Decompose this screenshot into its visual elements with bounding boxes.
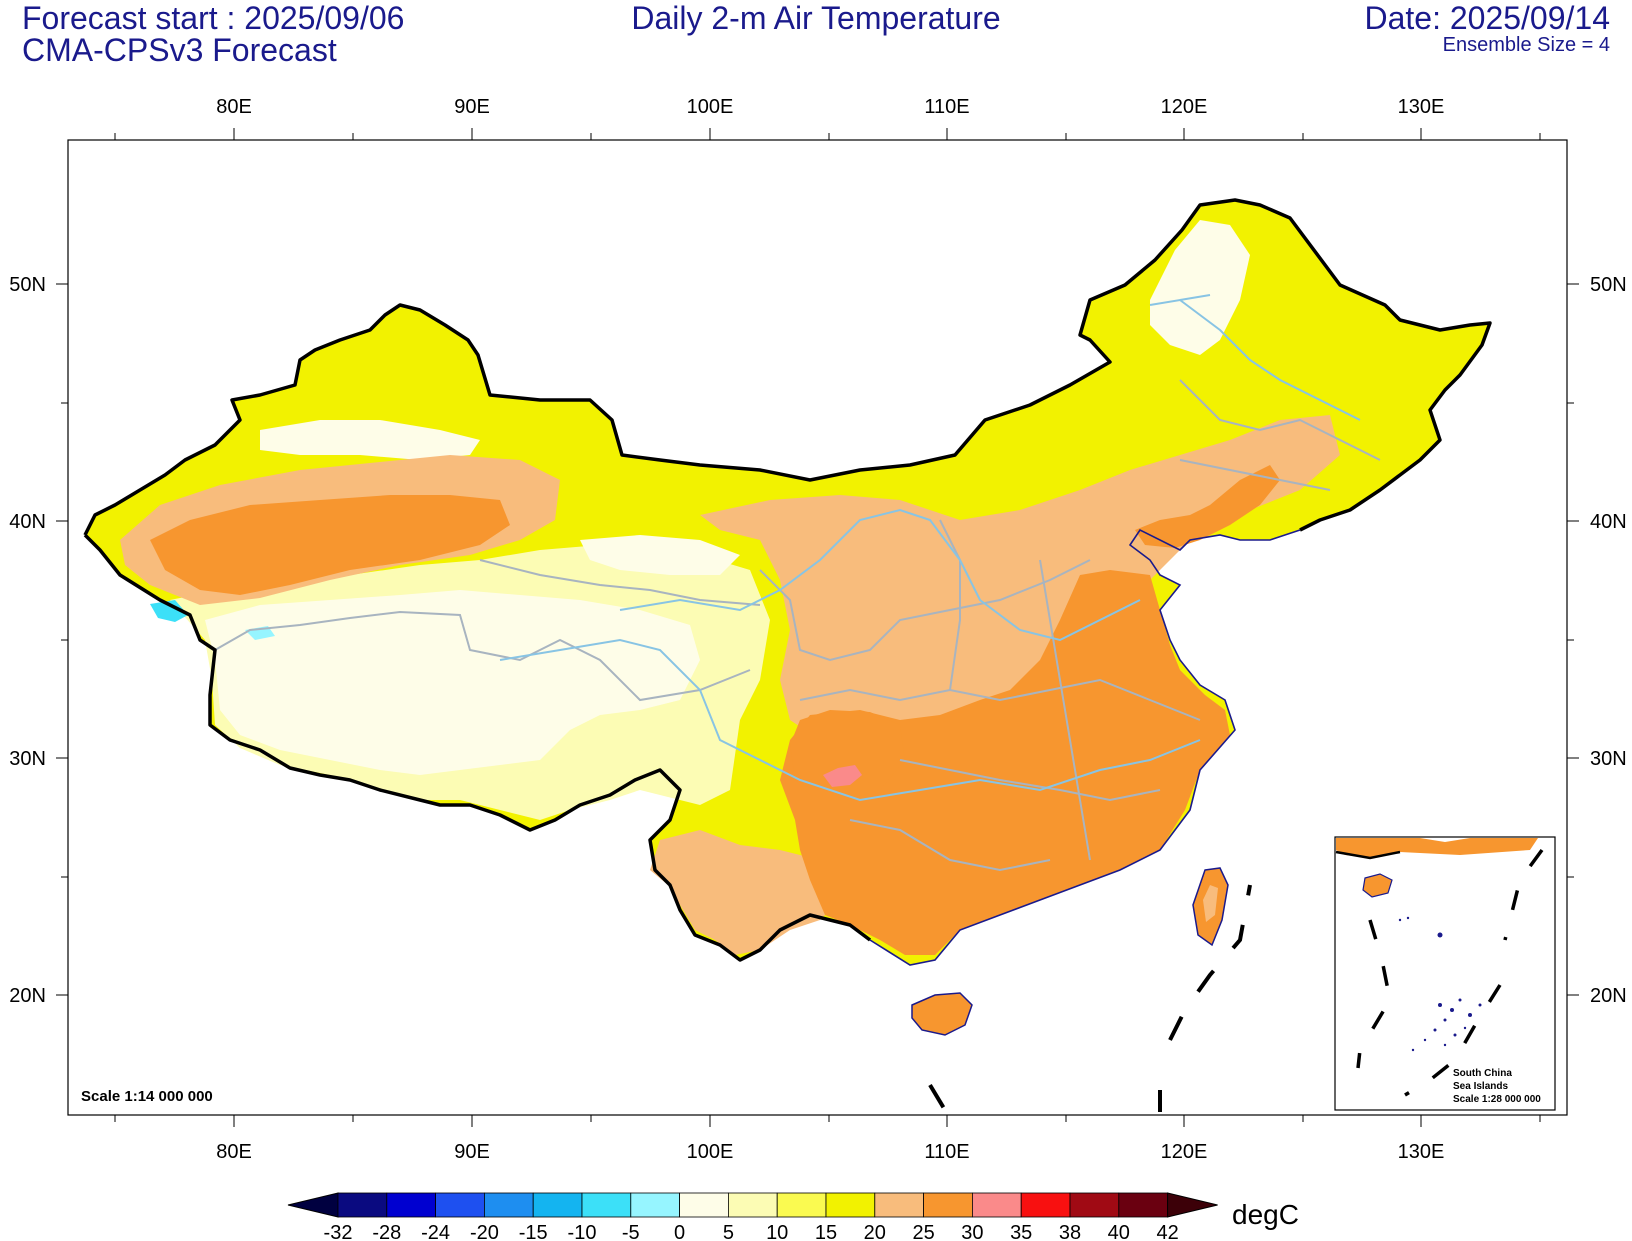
region-0-5-tibet (205, 590, 700, 775)
colorbar-swatch (874, 1192, 924, 1218)
lat-label-left: 30N (9, 748, 46, 770)
colorbar-tick-label: -28 (372, 1222, 401, 1241)
colorbar-swatch (630, 1192, 680, 1218)
colorbar-tick-label: 42 (1156, 1222, 1178, 1241)
map-scale-note: Scale 1:14 000 000 (81, 1088, 213, 1105)
colorbar-swatch (483, 1192, 534, 1218)
region-30-35-south (780, 570, 1230, 955)
maritime-boundary-dashes (928, 884, 1252, 1112)
national-border-south (83, 533, 872, 962)
colorbar-swatch (972, 1192, 1022, 1218)
region-0-5-qilian (580, 535, 740, 575)
forecast-start-label: Forecast start : 2025/09/06 (22, 0, 405, 36)
lon-label-bottom: 80E (216, 1141, 252, 1163)
colorbar-swatch (1069, 1192, 1120, 1218)
coastline (869, 528, 1301, 966)
region-30-35-tarim (150, 495, 510, 595)
south-china-sea-inset: South China Sea Islands Scale 1:28 000 0… (1334, 836, 1556, 1111)
lat-label-right: 50N (1590, 274, 1627, 296)
lon-label-top: 120E (1161, 96, 1208, 118)
colorbar: -32 -28 -24 -20 -15 -10 -5 0 5 10 15 20 25 30 35 38 40 42 (287, 1192, 1218, 1241)
colorbar-tick-label: -20 (470, 1222, 499, 1241)
taiwan-interior (1203, 885, 1218, 922)
colorbar-tick-label: 25 (912, 1222, 934, 1241)
ensemble-size-label: Ensemble Size = 4 (1442, 34, 1610, 56)
colorbar-swatch (435, 1192, 485, 1218)
lat-label-left: 20N (9, 985, 46, 1007)
inset-dashed-line (1356, 848, 1544, 1097)
colorbar-swatch (923, 1192, 973, 1218)
lon-label-top: 90E (454, 96, 490, 118)
lon-label-top: 130E (1398, 96, 1445, 118)
hainan-island (911, 992, 973, 1036)
valid-date-label: Date: 2025/09/14 (1364, 0, 1610, 36)
colorbar-swatch (728, 1192, 778, 1218)
lon-label-bottom: 110E (924, 1141, 969, 1163)
colorbar-tick-label: 30 (961, 1222, 983, 1241)
lat-label-left: 50N (9, 274, 46, 296)
colorbar-swatch (825, 1192, 876, 1218)
inset-hainan (1362, 873, 1393, 898)
region-0-5-daxinganling (1150, 220, 1250, 355)
region-30-35-bohai (1135, 465, 1280, 548)
model-label: CMA-CPSv3 Forecast (22, 32, 337, 68)
inset-title-line2: Sea Islands (1453, 1081, 1508, 1092)
colorbar-tick-label: 15 (815, 1222, 837, 1241)
colorbar-tick-label: -32 (324, 1222, 353, 1241)
lon-label-bottom: 100E (687, 1141, 734, 1163)
lat-label-right: 40N (1590, 511, 1627, 533)
colorbar-swatch (1020, 1192, 1071, 1218)
inset-scale-note: Scale 1:28 000 000 (1453, 1094, 1541, 1105)
lon-label-bottom: 90E (454, 1141, 490, 1163)
inset-islands (1398, 916, 1482, 1052)
colorbar-tick-label: 20 (864, 1222, 886, 1241)
inset-mainland (1336, 838, 1538, 858)
colorbar-tick-label: 35 (1010, 1222, 1032, 1241)
lat-label-right: 20N (1590, 985, 1627, 1007)
colorbar-swatch (532, 1192, 583, 1218)
region-30-35-sichuan (790, 710, 905, 800)
colorbar-tick-label: -10 (568, 1222, 597, 1241)
region-35-38-spot (823, 765, 862, 787)
colorbar-high-arrow (1167, 1192, 1218, 1218)
colorbar-unit: degC (1232, 1199, 1299, 1230)
lon-label-top: 110E (924, 96, 969, 118)
national-border (83, 198, 1492, 536)
colorbar-swatch (679, 1192, 729, 1218)
colorbar-tick-label: 5 (723, 1222, 734, 1241)
lat-label-left: 40N (9, 511, 46, 533)
colorbar-tick-label: 0 (674, 1222, 685, 1241)
rivers (499, 294, 1361, 802)
colorbar-swatch (337, 1192, 388, 1218)
colorbar-swatch (1118, 1192, 1169, 1218)
colorbar-tick-label: 10 (766, 1222, 788, 1241)
lon-label-top: 100E (687, 96, 734, 118)
inset-title-line1: South China (1453, 1068, 1512, 1079)
lat-label-right: 30N (1590, 748, 1627, 770)
colorbar-tick-label: 38 (1059, 1222, 1081, 1241)
province-boundaries (214, 379, 1381, 872)
colorbar-swatch (581, 1192, 632, 1218)
inset-border (1335, 850, 1401, 860)
colorbar-tick-label: -15 (519, 1222, 548, 1241)
map-title: Daily 2-m Air Temperature (631, 0, 1001, 36)
colorbar-tick-label: -5 (622, 1222, 640, 1241)
lon-label-top: 80E (216, 96, 252, 118)
colorbar-low-arrow (287, 1192, 339, 1218)
colorbar-tick-label: -24 (421, 1222, 450, 1241)
region-minus10-minus5-pamir (150, 600, 188, 622)
region-0-5-north-xinjiang (260, 420, 480, 460)
lon-label-bottom: 130E (1398, 1141, 1445, 1163)
colorbar-tick-label: 40 (1108, 1222, 1130, 1241)
lon-label-bottom: 120E (1161, 1141, 1208, 1163)
colorbar-swatch (386, 1192, 436, 1218)
colorbar-swatch (776, 1192, 827, 1218)
axis-ticks (56, 128, 1579, 1127)
